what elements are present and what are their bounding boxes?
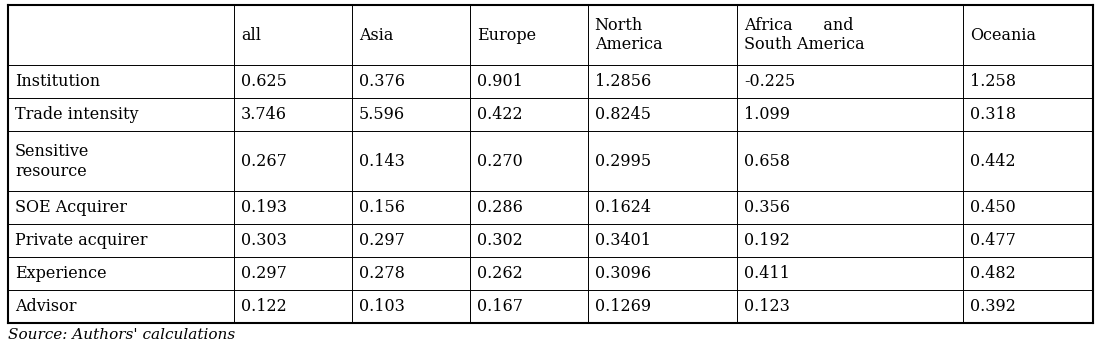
Text: Oceania: Oceania (970, 27, 1036, 44)
Text: 0.8245: 0.8245 (595, 106, 651, 123)
Text: 0.477: 0.477 (970, 232, 1016, 249)
Text: 0.1624: 0.1624 (595, 199, 651, 216)
Text: 0.482: 0.482 (970, 265, 1016, 282)
Text: 1.2856: 1.2856 (595, 73, 651, 90)
Text: Europe: Europe (477, 27, 536, 44)
Text: 0.442: 0.442 (970, 153, 1016, 170)
Text: Africa      and
South America: Africa and South America (744, 17, 865, 53)
Text: -0.225: -0.225 (744, 73, 796, 90)
Text: 0.143: 0.143 (359, 153, 405, 170)
Text: 3.746: 3.746 (241, 106, 287, 123)
Text: all: all (241, 27, 261, 44)
Text: 1.258: 1.258 (970, 73, 1016, 90)
Text: 0.297: 0.297 (359, 232, 405, 249)
Text: 0.267: 0.267 (241, 153, 287, 170)
Text: SOE Acquirer: SOE Acquirer (15, 199, 127, 216)
Text: Private acquirer: Private acquirer (15, 232, 148, 249)
Text: 0.297: 0.297 (241, 265, 287, 282)
Text: 0.262: 0.262 (477, 265, 523, 282)
Text: 5.596: 5.596 (359, 106, 405, 123)
Text: 0.450: 0.450 (970, 199, 1016, 216)
Text: Trade intensity: Trade intensity (15, 106, 139, 123)
Text: Institution: Institution (15, 73, 100, 90)
Text: 0.303: 0.303 (241, 232, 287, 249)
Text: 0.392: 0.392 (970, 298, 1016, 315)
Text: 0.318: 0.318 (970, 106, 1016, 123)
Text: 0.103: 0.103 (359, 298, 405, 315)
Text: 0.3401: 0.3401 (595, 232, 651, 249)
Text: 0.192: 0.192 (744, 232, 791, 249)
Text: Source: Authors' calculations: Source: Authors' calculations (8, 328, 236, 342)
Text: 0.901: 0.901 (477, 73, 523, 90)
Text: 0.658: 0.658 (744, 153, 791, 170)
Text: 0.356: 0.356 (744, 199, 791, 216)
Text: 0.422: 0.422 (477, 106, 523, 123)
Text: 0.278: 0.278 (359, 265, 405, 282)
Text: 0.122: 0.122 (241, 298, 287, 315)
Text: North
America: North America (595, 17, 662, 53)
Text: 0.302: 0.302 (477, 232, 523, 249)
Text: Sensitive
resource: Sensitive resource (15, 143, 89, 180)
Text: 1.099: 1.099 (744, 106, 791, 123)
Text: 0.193: 0.193 (241, 199, 287, 216)
Text: 0.156: 0.156 (359, 199, 405, 216)
Text: 0.411: 0.411 (744, 265, 791, 282)
Text: 0.625: 0.625 (241, 73, 287, 90)
Text: 0.1269: 0.1269 (595, 298, 651, 315)
Text: 0.286: 0.286 (477, 199, 523, 216)
Text: 0.3096: 0.3096 (595, 265, 651, 282)
Text: Experience: Experience (15, 265, 107, 282)
Text: Advisor: Advisor (15, 298, 76, 315)
Text: 0.376: 0.376 (359, 73, 405, 90)
Text: 0.2995: 0.2995 (595, 153, 651, 170)
Text: 0.167: 0.167 (477, 298, 523, 315)
Text: 0.270: 0.270 (477, 153, 523, 170)
Text: Asia: Asia (359, 27, 393, 44)
Text: 0.123: 0.123 (744, 298, 791, 315)
